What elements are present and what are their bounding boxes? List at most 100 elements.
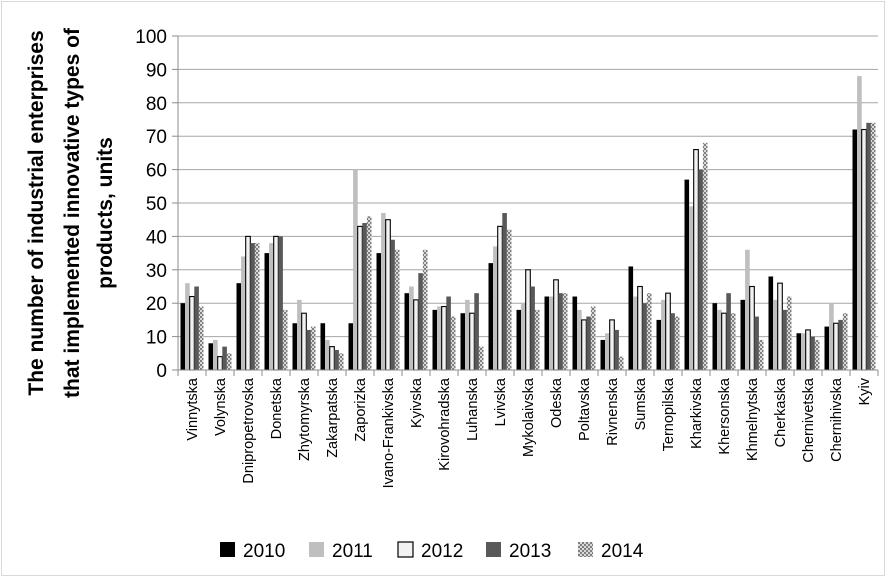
bar-2013-cherkaska	[782, 309, 787, 370]
bar-2012-volynska	[217, 356, 223, 371]
bar-2013-ivano-frankivska	[390, 239, 395, 370]
bar-2010-zaporizka	[348, 323, 354, 370]
bar-2010-chernivetska	[796, 333, 802, 370]
legend-swatch-2010	[220, 542, 235, 557]
bar-2012-chernivetska	[805, 329, 811, 371]
legend-label-2010: 2010	[243, 541, 285, 562]
legend-label-2014: 2014	[601, 541, 644, 562]
x-category-label: Chernivetska	[801, 377, 817, 463]
bar-2012-lvivska	[497, 225, 503, 371]
y-tick-label: 90	[146, 60, 167, 81]
bar-2011-lvivska	[493, 246, 498, 370]
legend-swatch-2013	[486, 542, 501, 557]
bar-2011-kyivska	[409, 286, 414, 370]
legend-swatch-2012	[397, 541, 414, 558]
x-category-label: Dnipropetrovska	[241, 377, 257, 484]
bar-2014-cherkaska	[786, 296, 792, 370]
bar-2010-cherkaska	[768, 276, 774, 370]
bar-2010-kyiv	[852, 129, 858, 370]
bar-2011-odeska	[549, 296, 554, 370]
y-tick-label: 10	[146, 328, 167, 349]
bar-2010-donetska	[264, 253, 270, 370]
bar-2012-khmelnytska	[749, 285, 755, 371]
bar-2012-donetska	[273, 235, 279, 371]
bar-2014-chernihivska	[842, 313, 848, 370]
bar-2013-volynska	[222, 346, 227, 370]
y-tick-label: 70	[146, 127, 167, 148]
bar-2010-lvivska	[488, 263, 494, 370]
bar-2010-vinnytska	[180, 303, 186, 370]
bar-2010-zhytomyrska	[292, 323, 298, 370]
y-axis-title-line: The number of industrial enterprises	[25, 30, 48, 395]
bar-2013-vinnytska	[194, 286, 199, 370]
bar-2011-rivnenska	[605, 333, 610, 370]
x-category-label: Kyivska	[409, 377, 425, 428]
bar-2014-khersonska	[730, 313, 736, 370]
bar-2013-luhanska	[474, 293, 479, 370]
bar-2010-khmelnytska	[740, 299, 746, 370]
bar-2012-kharkivska	[693, 149, 699, 371]
bar-2013-rivnenska	[614, 329, 619, 370]
bar-2011-dnipropetrovska	[241, 256, 246, 370]
bar-2013-kyiv	[866, 122, 871, 370]
y-tick-label: 80	[146, 94, 167, 115]
x-category-label: Odeska	[549, 377, 565, 428]
bar-2014-kyivska	[422, 249, 428, 370]
bar-2014-zakarpatska	[338, 353, 344, 370]
bar-2013-donetska	[278, 236, 283, 370]
x-axis-category-labels: Vinnytska Volynska Dnipropetrovska Donetska…	[185, 377, 873, 488]
bar-2012-kyivska	[413, 299, 419, 371]
x-category-label: Kyiv	[857, 377, 873, 405]
bar-2010-ternopilska	[656, 319, 662, 370]
bar-2014-kirovohradska	[450, 316, 456, 370]
x-category-label: Cherkaska	[773, 377, 789, 447]
bar-2011-kyiv	[857, 76, 862, 370]
bar-2011-khersonska	[717, 309, 722, 370]
bar-2011-vinnytska	[185, 283, 190, 370]
bar-2014-volynska	[226, 353, 232, 370]
bar-2012-dnipropetrovska	[245, 235, 251, 371]
legend: 2010 2011 2012 2013 2014	[220, 541, 644, 562]
bar-2010-khersonska	[712, 303, 718, 370]
axes	[172, 35, 879, 376]
bar-2010-rivnenska	[600, 339, 606, 370]
bar-2010-chernihivska	[824, 326, 830, 370]
y-axis-title-line: that implemented innovative types of	[61, 27, 84, 398]
bar-2011-luhanska	[465, 299, 470, 370]
bar-2013-chernihivska	[838, 319, 843, 370]
x-category-label: Donetska	[269, 377, 285, 439]
bar-2014-zhytomyrska	[310, 326, 316, 370]
bar-2010-kyivska	[404, 293, 410, 370]
bar-2014-dnipropetrovska	[254, 243, 260, 370]
x-category-label: Lvivska	[493, 377, 509, 426]
bar-2010-dnipropetrovska	[236, 283, 242, 370]
bar-2013-zhytomyrska	[306, 329, 311, 370]
bar-2012-mykolaivska	[525, 269, 531, 371]
bar-2011-sumska	[633, 296, 638, 370]
bar-2010-poltavska	[572, 296, 578, 370]
bar-2013-poltavska	[586, 316, 591, 370]
bar-2010-odeska	[544, 296, 550, 370]
bar-2012-khersonska	[721, 312, 727, 371]
bar-2010-zakarpatska	[320, 323, 326, 370]
bar-2010-luhanska	[460, 313, 466, 370]
bar-2012-ternopilska	[665, 292, 671, 371]
bar-2012-luhanska	[469, 312, 475, 371]
bar-2012-zhytomyrska	[301, 312, 307, 371]
bar-2012-zaporizka	[357, 225, 363, 371]
bar-2014-vinnytska	[198, 306, 204, 370]
bar-2012-odeska	[553, 279, 559, 371]
bar-2012-poltavska	[581, 319, 587, 371]
bar-2014-rivnenska	[618, 356, 624, 370]
bar-2012-rivnenska	[609, 319, 615, 371]
bar-2013-kyivska	[418, 273, 423, 370]
bar-2010-volynska	[208, 343, 214, 370]
bar-2014-kharkivska	[702, 142, 708, 370]
bar-2012-cherkaska	[777, 282, 783, 371]
bar-2010-kharkivska	[684, 179, 690, 370]
bar-2013-khmelnytska	[754, 316, 759, 370]
y-tick-label: 50	[146, 194, 167, 215]
x-category-label: Kirovohradska	[437, 377, 453, 471]
